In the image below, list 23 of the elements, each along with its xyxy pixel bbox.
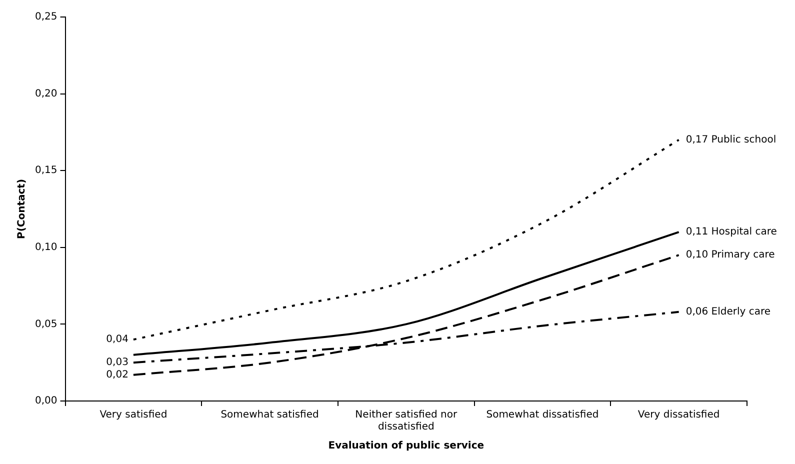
text: 0,06 Elderly care (686, 306, 771, 318)
y-tick-label: 0,00 (35, 396, 58, 407)
line-series (132, 231, 680, 356)
text: 0,17 Public school (686, 134, 776, 146)
y-axis-title: P(Contact) (16, 178, 28, 240)
y-tick-label: 0,25 (35, 12, 58, 23)
x-tick-label: Neither satisfied nor dissatisfied (355, 410, 458, 433)
text: 0,11 Hospital care (686, 226, 777, 238)
line-series (132, 254, 680, 376)
x-tick-label: Somewhat dissatisfied (486, 410, 599, 421)
data-label: 0,04 (106, 334, 128, 346)
text: 0,10 Primary care (686, 250, 775, 261)
data-label: 0,03 (106, 357, 128, 368)
y-tick-label: 0,20 (35, 88, 58, 100)
x-tick-label: Very satisfied (100, 410, 168, 421)
y-tick-label: 0,05 (35, 318, 58, 330)
data-label: 0,02 (106, 369, 128, 380)
x-axis-title: Evaluation of public service (328, 440, 484, 452)
y-tick-label: 0,15 (35, 165, 58, 176)
x-tick-label: Somewhat satisfied (220, 410, 319, 421)
y-tick-label: 0,10 (35, 242, 58, 253)
line-series (132, 138, 680, 341)
x-tick-label: Very dissatisfied (638, 410, 720, 421)
